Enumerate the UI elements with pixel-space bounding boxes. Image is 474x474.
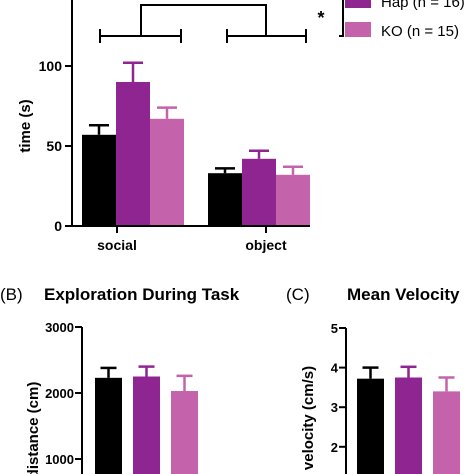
panel-a-bar-hap-1	[242, 158, 276, 226]
panel-c-y-tick-label-2: 2	[331, 440, 338, 455]
panel-a-bar-ko-0	[150, 118, 184, 226]
panel-c-y-ticks: 2 3 4 5	[331, 321, 346, 455]
panel-a-bars	[82, 82, 310, 226]
panel-c-y-tick-label-4: 4	[331, 361, 339, 376]
panel-a-y-axis-label: time (s)	[17, 99, 34, 152]
panel-b-y-ticks: 1000 2000 3000	[45, 320, 82, 467]
panel-a-bar-hap-0	[116, 82, 150, 226]
panel-b-error-bars	[100, 365, 193, 392]
panel-b-bar-ko-0	[171, 391, 198, 474]
panel-c-chart: (C) Mean Velocity 2 3 4 5 velocity (cm/s)	[286, 285, 460, 474]
significance-asterisk: *	[317, 8, 324, 28]
panel-b-bar-wt-0	[95, 377, 122, 474]
panel-c-title: Mean Velocity	[347, 285, 460, 304]
panel-a-y-ticks: 0 50 100	[39, 58, 72, 234]
legend-swatch-hap	[345, 0, 371, 8]
panel-c-y-axis-label: velocity (cm/s)	[300, 366, 317, 470]
panel-b-bars	[95, 376, 198, 474]
panel-c-bar-wt-0	[357, 378, 384, 474]
panel-a-y-tick-label-100: 100	[39, 58, 63, 74]
panel-b-title: Exploration During Task	[44, 285, 240, 304]
panel-b-y-tick-label-3000: 3000	[45, 320, 74, 335]
panel-c-bars	[357, 377, 460, 474]
panel-a-bar-wt-0	[82, 134, 116, 226]
panel-c-y-tick-label-3: 3	[331, 400, 338, 415]
legend-swatch-ko	[345, 22, 371, 37]
panel-c-y-tick-label-5: 5	[331, 321, 338, 336]
panel-b-bar-hap-0	[133, 376, 160, 474]
panel-c-bar-ko-0	[433, 391, 460, 474]
panel-b-label: (B)	[0, 285, 23, 304]
panel-a-bar-wt-1	[208, 173, 242, 226]
panel-b-y-tick-label-2000: 2000	[45, 386, 74, 401]
panel-c-bar-hap-0	[395, 377, 422, 474]
panel-a-comparison-bracket	[99, 4, 307, 43]
legend-label-hap: Hap (n = 16)	[381, 0, 465, 11]
legend: * Hap (n = 16) KO (n = 15)	[317, 0, 465, 40]
legend-bracket	[339, 0, 344, 37]
panel-c-error-bars	[362, 365, 455, 392]
panel-a-x-tick-object: object	[245, 237, 287, 253]
legend-label-ko: KO (n = 15)	[381, 23, 459, 40]
panel-a-y-tick-label-50: 50	[46, 138, 62, 154]
bracket-top	[140, 4, 267, 36]
panel-a-y-tick-label-0: 0	[54, 218, 62, 234]
panel-a-bar-ko-1	[276, 174, 310, 226]
panel-b-y-axis-label: distance (cm)	[25, 382, 42, 474]
panel-a-error-bars	[89, 61, 303, 175]
panel-b-y-tick-label-1000: 1000	[45, 452, 74, 467]
panel-a-x-tick-social: social	[97, 237, 137, 253]
panel-a-chart: 0 50 100 social object time (s) * Hap (n =…	[17, 0, 465, 253]
panel-a-y-axis	[71, 0, 310, 233]
panel-b-chart: (B) Exploration During Task 1000 2000 3000…	[0, 285, 240, 474]
panel-c-label: (C)	[286, 285, 310, 304]
